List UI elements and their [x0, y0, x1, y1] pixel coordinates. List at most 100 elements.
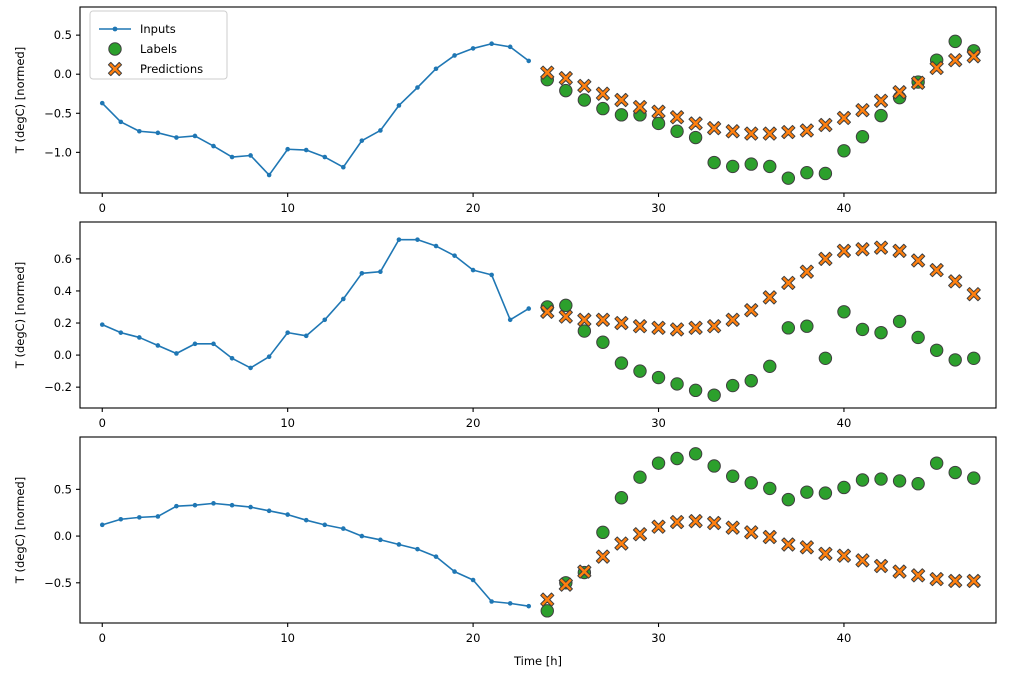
- label-point: [725, 378, 740, 393]
- inputs-point: [174, 503, 179, 509]
- label-point: [874, 108, 888, 123]
- label-point: [596, 335, 610, 349]
- label-point: [781, 492, 796, 507]
- prediction-point: [818, 117, 833, 133]
- label-point: [744, 476, 758, 490]
- xtick-label-0: 0: [99, 201, 106, 215]
- inputs-point: [118, 330, 124, 335]
- label-point: [744, 157, 758, 171]
- prediction-point: [707, 319, 722, 334]
- inputs-point: [174, 135, 179, 140]
- prediction-point: [966, 573, 981, 589]
- label-point: [725, 469, 740, 483]
- prediction-point: [799, 123, 814, 138]
- prediction-point: [577, 564, 592, 579]
- legend-entry-predictions: Predictions: [140, 62, 203, 76]
- label-point: [837, 480, 851, 495]
- xtick-label-30: 30: [651, 416, 666, 430]
- prediction-point: [855, 103, 870, 118]
- prediction-point: [707, 515, 722, 531]
- ytick-label-0: 0.0: [54, 529, 72, 543]
- inputs-line-1: [101, 42, 530, 176]
- prediction-point: [873, 93, 889, 108]
- xtick-label-20: 20: [466, 416, 481, 430]
- prediction-point: [688, 116, 703, 131]
- label-point: [892, 314, 907, 329]
- legend-entry-inputs: Inputs: [140, 22, 176, 36]
- prediction-point: [855, 242, 870, 257]
- label-point: [688, 130, 703, 145]
- label-point: [837, 144, 851, 158]
- label-point: [763, 159, 777, 174]
- legend-inputs-dot-icon: [112, 26, 118, 32]
- inputs-point: [211, 341, 216, 347]
- inputs-point: [99, 322, 105, 327]
- inputs-point: [266, 508, 272, 514]
- inputs-point: [303, 147, 309, 153]
- inputs-point: [99, 522, 105, 528]
- inputs-point: [470, 577, 476, 583]
- inputs-point: [192, 133, 198, 139]
- inputs-point: [378, 128, 383, 133]
- inputs-point: [322, 154, 328, 160]
- prediction-point: [929, 571, 944, 587]
- inputs-point: [266, 172, 272, 178]
- inputs-point: [303, 333, 309, 339]
- prediction-point: [873, 558, 889, 574]
- prediction-point: [632, 99, 648, 115]
- inputs-point: [285, 330, 290, 335]
- inputs-point: [359, 138, 365, 143]
- prediction-point: [540, 592, 555, 607]
- inputs-point: [526, 306, 532, 311]
- inputs-point: [489, 599, 494, 604]
- label-point: [614, 491, 629, 505]
- xlabel: Time [h]: [513, 654, 562, 668]
- xtick-label-20: 20: [466, 631, 481, 645]
- label-point: [800, 165, 814, 180]
- label-point: [707, 388, 721, 402]
- inputs-point: [285, 512, 290, 517]
- inputs-point: [452, 53, 457, 58]
- inputs-point: [470, 267, 476, 273]
- label-point: [725, 159, 740, 174]
- label-point: [855, 473, 870, 487]
- label-point: [967, 351, 981, 365]
- label-point: [707, 459, 721, 473]
- prediction-point: [781, 537, 796, 552]
- inputs-point: [433, 554, 439, 559]
- axes-frame-2: [79, 221, 997, 409]
- inputs-point: [211, 501, 216, 506]
- panel-1: 0 10 20 30 40 0.5 0.0 −0.5 −1.0 T (degC) [normed]: [13, 6, 997, 215]
- inputs-point: [118, 119, 124, 125]
- label-point: [837, 305, 851, 319]
- xtick-label-40: 40: [837, 416, 852, 430]
- inputs-point: [489, 41, 494, 47]
- inputs-point: [229, 502, 235, 508]
- ytick-label-0.2: 0.2: [54, 316, 72, 330]
- label-point: [929, 343, 944, 357]
- axes-frame-3: [79, 436, 997, 624]
- label-point: [596, 101, 610, 116]
- label-point: [614, 356, 629, 370]
- inputs-point: [378, 269, 383, 275]
- prediction-point: [669, 322, 685, 337]
- prediction-point: [558, 577, 573, 592]
- label-point: [763, 359, 777, 374]
- inputs-point: [489, 272, 494, 278]
- prediction-point: [892, 564, 907, 579]
- prediction-point: [707, 121, 722, 136]
- ytick-label--0.5: −0.5: [44, 106, 72, 120]
- legend: Inputs Labels Predictions: [89, 10, 228, 80]
- prediction-point: [595, 312, 610, 327]
- inputs-point: [470, 46, 476, 51]
- label-point: [818, 486, 833, 500]
- inputs-point: [322, 522, 328, 528]
- label-point: [781, 321, 796, 335]
- legend-box: [89, 10, 228, 80]
- label-point: [559, 298, 573, 313]
- label-point: [688, 383, 703, 398]
- prediction-point: [558, 309, 573, 324]
- label-point: [651, 370, 666, 385]
- xtick-label-0: 0: [99, 416, 106, 430]
